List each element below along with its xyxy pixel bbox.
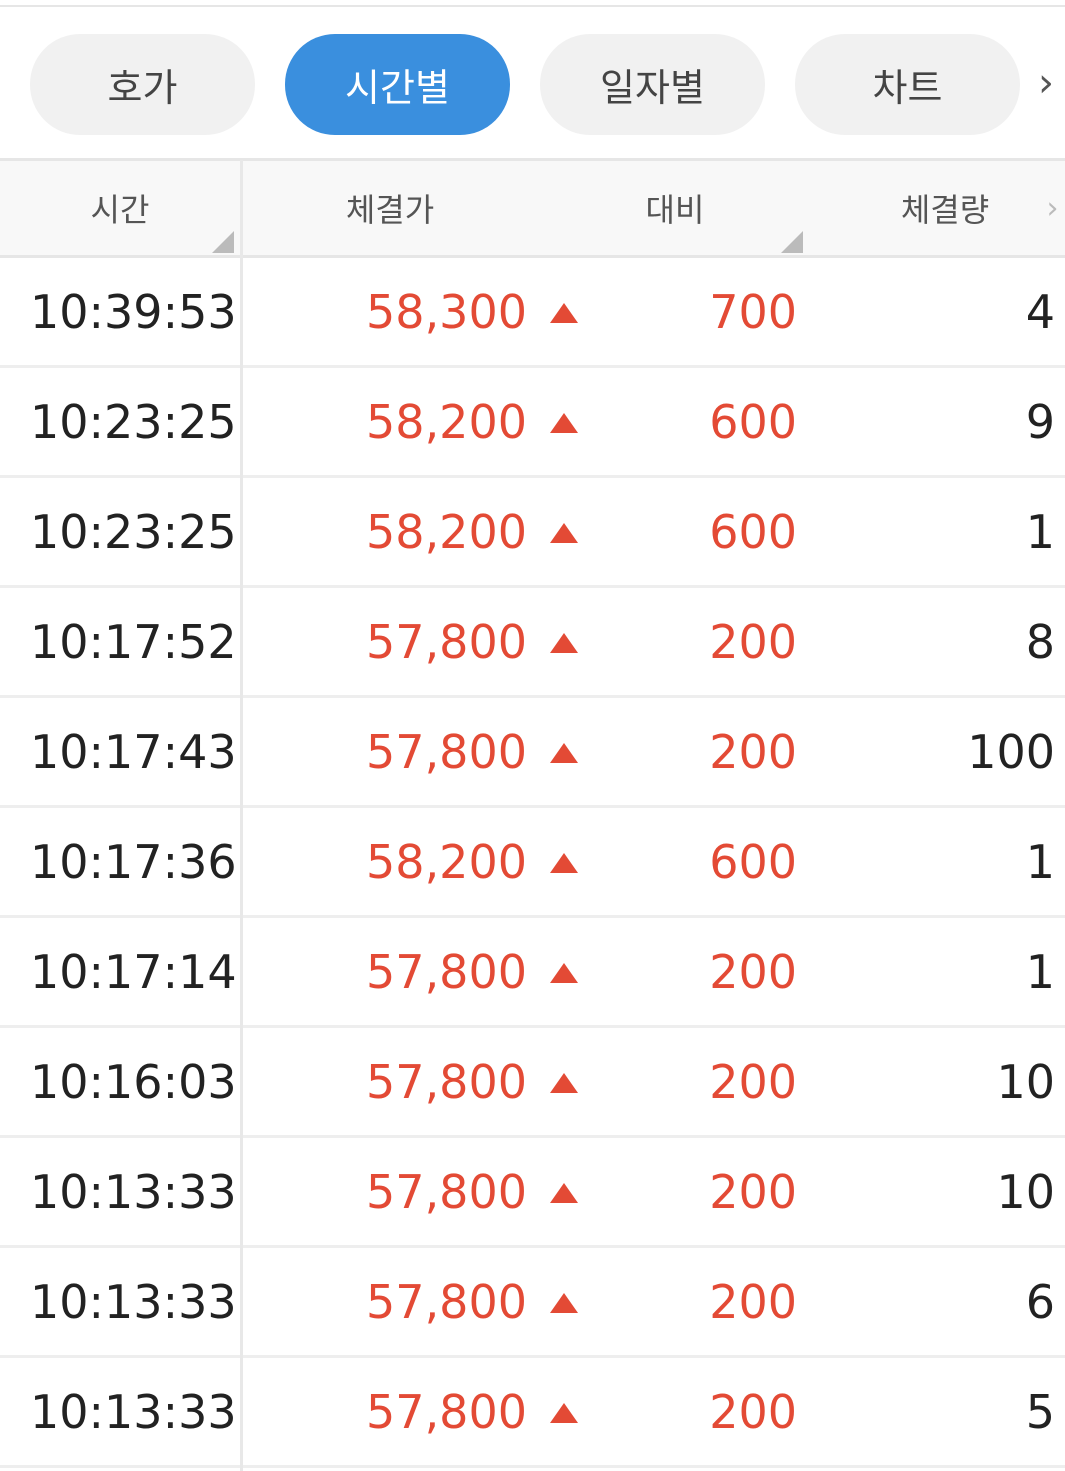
price-change: 600 bbox=[709, 394, 797, 449]
sort-icon bbox=[212, 231, 234, 253]
trade-time: 10:39:53 bbox=[30, 284, 237, 339]
table-row[interactable]: 10:16:03 57,800 200 10 bbox=[0, 1028, 1065, 1138]
trade-price: 58,300 bbox=[366, 284, 527, 339]
trade-volume: 4 bbox=[1025, 284, 1055, 339]
trade-time: 10:13:33 bbox=[30, 1274, 237, 1329]
up-arrow-icon bbox=[550, 413, 578, 433]
up-arrow-icon bbox=[550, 303, 578, 323]
up-arrow-icon bbox=[550, 1293, 578, 1313]
price-change: 600 bbox=[709, 834, 797, 889]
table-row[interactable]: 10:17:14 57,800 200 1 bbox=[0, 918, 1065, 1028]
price-change: 200 bbox=[709, 614, 797, 669]
trade-volume: 10 bbox=[996, 1164, 1055, 1219]
table-row[interactable]: 10:13:33 57,800 200 5 bbox=[0, 1358, 1065, 1468]
price-change: 200 bbox=[709, 1384, 797, 1439]
trade-time: 10:13:33 bbox=[30, 1164, 237, 1219]
price-change: 200 bbox=[709, 724, 797, 779]
price-change: 200 bbox=[709, 1274, 797, 1329]
table-row[interactable]: 10:39:53 58,300 700 4 bbox=[0, 258, 1065, 368]
tab-orderbook[interactable]: 호가 bbox=[30, 34, 255, 135]
trade-price: 57,800 bbox=[366, 1384, 527, 1439]
up-arrow-icon bbox=[550, 1403, 578, 1423]
trade-price: 57,800 bbox=[366, 724, 527, 779]
trade-volume: 10 bbox=[996, 1054, 1055, 1109]
trade-time: 10:17:43 bbox=[30, 724, 237, 779]
trade-volume: 1 bbox=[1025, 834, 1055, 889]
trade-volume: 6 bbox=[1025, 1274, 1055, 1329]
table-row[interactable]: 10:13:33 57,800 200 6 bbox=[0, 1248, 1065, 1358]
price-change: 200 bbox=[709, 1054, 797, 1109]
trade-price: 57,800 bbox=[366, 944, 527, 999]
table-header: 시간 체결가 대비 체결량 › bbox=[0, 158, 1065, 258]
chevron-right-icon[interactable]: › bbox=[1038, 60, 1054, 106]
tab-by-time[interactable]: 시간별 bbox=[285, 34, 510, 135]
up-arrow-icon bbox=[550, 743, 578, 763]
up-arrow-icon bbox=[550, 853, 578, 873]
up-arrow-icon bbox=[550, 963, 578, 983]
sort-icon bbox=[781, 231, 803, 253]
tab-chart[interactable]: 차트 bbox=[795, 34, 1020, 135]
tab-by-date[interactable]: 일자별 bbox=[540, 34, 765, 135]
price-change: 200 bbox=[709, 944, 797, 999]
trade-price: 57,800 bbox=[366, 1164, 527, 1219]
trade-price: 57,800 bbox=[366, 1274, 527, 1329]
column-divider bbox=[240, 160, 243, 1471]
trade-price: 57,800 bbox=[366, 1054, 527, 1109]
price-change: 600 bbox=[709, 504, 797, 559]
trade-volume: 9 bbox=[1025, 394, 1055, 449]
top-divider bbox=[0, 5, 1065, 7]
trade-time: 10:23:25 bbox=[30, 504, 237, 559]
trade-price: 58,200 bbox=[366, 834, 527, 889]
column-price[interactable]: 체결가 bbox=[345, 191, 435, 229]
trade-time: 10:23:25 bbox=[30, 394, 237, 449]
trade-volume: 5 bbox=[1025, 1384, 1055, 1439]
table-row[interactable]: 10:23:25 58,200 600 9 bbox=[0, 368, 1065, 478]
trade-volume: 8 bbox=[1025, 614, 1055, 669]
table-row[interactable]: 10:23:25 58,200 600 1 bbox=[0, 478, 1065, 588]
trade-price: 58,200 bbox=[366, 394, 527, 449]
trade-time: 10:13:33 bbox=[30, 1384, 237, 1439]
up-arrow-icon bbox=[550, 1183, 578, 1203]
table-row[interactable]: 10:17:52 57,800 200 8 bbox=[0, 588, 1065, 698]
price-change: 200 bbox=[709, 1164, 797, 1219]
column-time[interactable]: 시간 bbox=[90, 191, 150, 229]
tab-bar: 호가 시간별 일자별 차트 bbox=[30, 34, 1020, 135]
chevron-right-icon[interactable]: › bbox=[1046, 190, 1059, 226]
trade-time: 10:17:14 bbox=[30, 944, 237, 999]
trade-volume: 1 bbox=[1025, 504, 1055, 559]
up-arrow-icon bbox=[550, 1073, 578, 1093]
trade-time: 10:17:36 bbox=[30, 834, 237, 889]
table-row[interactable]: 10:13:33 57,800 200 10 bbox=[0, 1138, 1065, 1248]
trade-price: 58,200 bbox=[366, 504, 527, 559]
trade-time: 10:16:03 bbox=[30, 1054, 237, 1109]
table-row[interactable]: 10:17:36 58,200 600 1 bbox=[0, 808, 1065, 918]
up-arrow-icon bbox=[550, 633, 578, 653]
trade-volume: 100 bbox=[967, 724, 1055, 779]
column-diff[interactable]: 대비 bbox=[645, 191, 705, 229]
up-arrow-icon bbox=[550, 523, 578, 543]
table-row[interactable]: 10:17:43 57,800 200 100 bbox=[0, 698, 1065, 808]
column-volume[interactable]: 체결량 bbox=[900, 191, 990, 229]
trade-price: 57,800 bbox=[366, 614, 527, 669]
trade-volume: 1 bbox=[1025, 944, 1055, 999]
price-change: 700 bbox=[709, 284, 797, 339]
trade-time: 10:17:52 bbox=[30, 614, 237, 669]
